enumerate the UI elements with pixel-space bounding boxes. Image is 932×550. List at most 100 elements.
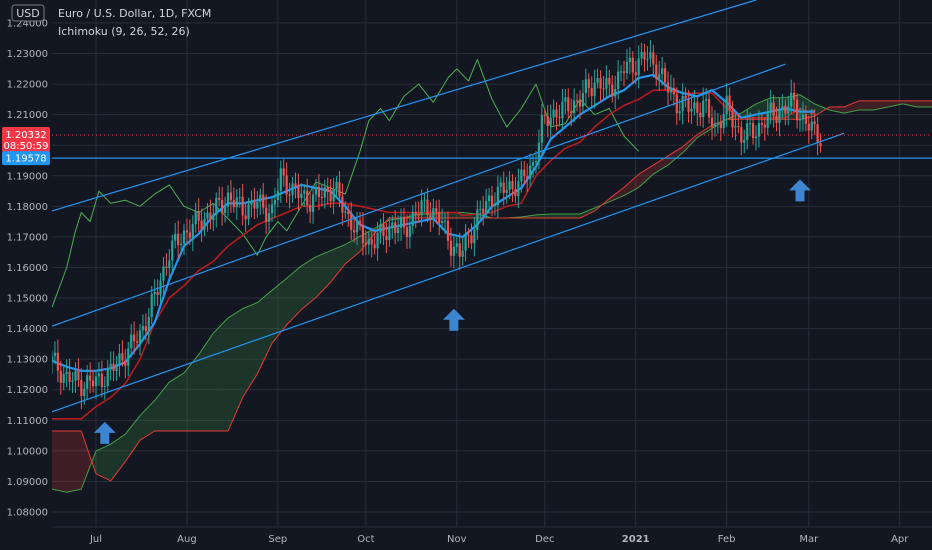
channel-line-lower[interactable] bbox=[51, 132, 845, 413]
cloud-segment bbox=[128, 426, 132, 458]
candle-body bbox=[687, 98, 690, 112]
candle-body bbox=[253, 200, 256, 209]
cloud-segment bbox=[882, 100, 886, 109]
candle-body bbox=[684, 96, 687, 99]
candle-body bbox=[344, 211, 347, 213]
channel-lines[interactable] bbox=[51, 0, 845, 413]
cloud-segment bbox=[307, 260, 311, 305]
candle-body bbox=[200, 220, 203, 230]
candle-body bbox=[291, 183, 294, 196]
candle-body bbox=[197, 210, 200, 221]
candle-body bbox=[89, 375, 92, 381]
candle-body bbox=[303, 190, 306, 194]
price-tick-label: 1.15000 bbox=[7, 294, 48, 305]
cloud-segment bbox=[134, 419, 138, 449]
candle-body bbox=[97, 373, 101, 377]
candle-body bbox=[397, 227, 400, 234]
candle-body bbox=[713, 123, 717, 127]
currency-badge[interactable] bbox=[11, 4, 45, 22]
candle-body bbox=[678, 111, 681, 114]
cloud-segment bbox=[336, 246, 340, 275]
price-tick-label: 1.10000 bbox=[7, 446, 48, 457]
legend: USD Euro / U.S. Dollar, 1D, FXCM Ichimok… bbox=[11, 4, 211, 38]
cloud-segment bbox=[565, 213, 569, 218]
candle-body bbox=[655, 64, 658, 79]
candle-body bbox=[350, 213, 353, 231]
candle-body bbox=[438, 212, 441, 224]
cloud-segment bbox=[257, 300, 261, 374]
candle-body bbox=[543, 114, 546, 117]
candle-body bbox=[370, 239, 373, 245]
candle-body bbox=[394, 222, 397, 234]
cloud-segment bbox=[559, 213, 563, 218]
time-axis[interactable]: Jul Aug Sep Oct Nov Dec 2021 Feb Mar Apr bbox=[0, 526, 932, 550]
time-axis-background bbox=[0, 527, 932, 550]
candle-body bbox=[496, 186, 499, 206]
candle-body bbox=[361, 224, 365, 243]
candle-body bbox=[130, 334, 133, 349]
candle-body bbox=[784, 105, 787, 114]
up-arrow-icon[interactable] bbox=[442, 308, 465, 331]
candle-body bbox=[133, 334, 136, 342]
candle-body bbox=[646, 58, 649, 60]
time-tick-label: Aug bbox=[177, 534, 197, 545]
cloud-segment bbox=[647, 166, 651, 180]
candle-body bbox=[71, 380, 74, 382]
cloud-segment bbox=[272, 287, 275, 344]
candle-body bbox=[285, 175, 288, 195]
candle-body bbox=[168, 260, 171, 269]
cloud-segment bbox=[321, 253, 325, 292]
cloud-segment bbox=[228, 316, 231, 432]
candle-body bbox=[355, 220, 359, 233]
candle-body bbox=[229, 192, 233, 201]
cloud-segment bbox=[453, 212, 457, 218]
candle-body bbox=[608, 77, 611, 85]
cloud-segment bbox=[210, 333, 214, 432]
candle-body bbox=[625, 62, 629, 74]
candle-body bbox=[426, 199, 429, 215]
candle-body bbox=[141, 326, 145, 331]
cloud-segment bbox=[544, 214, 548, 218]
candle-body bbox=[546, 116, 549, 126]
candle-body bbox=[309, 205, 312, 212]
cloud-segment bbox=[192, 358, 196, 432]
candle-body bbox=[179, 243, 183, 246]
annotation-arrows[interactable] bbox=[93, 179, 811, 444]
candle-body bbox=[262, 194, 265, 208]
cloud-segment bbox=[169, 380, 173, 432]
candle-body bbox=[311, 194, 315, 212]
horizontal-level-line[interactable] bbox=[52, 134, 932, 159]
cloud-segment bbox=[562, 213, 566, 218]
cloud-segment bbox=[691, 136, 695, 144]
candle-body bbox=[171, 240, 174, 261]
channel-line-upper[interactable] bbox=[51, 0, 757, 212]
cloud-segment bbox=[66, 431, 70, 493]
candle-body bbox=[816, 124, 819, 143]
up-arrow-icon[interactable] bbox=[93, 421, 116, 444]
cloud-segment bbox=[697, 132, 701, 138]
candle-body bbox=[138, 330, 142, 343]
candle-body bbox=[637, 58, 640, 76]
price-tick-label: 1.16000 bbox=[7, 263, 48, 274]
candle-body bbox=[429, 214, 432, 219]
cloud-segment bbox=[445, 212, 448, 218]
candle-body bbox=[414, 211, 417, 215]
cloud-segment bbox=[245, 306, 249, 393]
price-tick-label: 1.24000 bbox=[7, 18, 48, 29]
cloud-segment bbox=[653, 163, 657, 175]
cloud-segment bbox=[905, 100, 909, 106]
candle-body bbox=[306, 190, 309, 206]
time-tick-label: Mar bbox=[799, 534, 819, 545]
cloud-segment bbox=[239, 308, 243, 405]
up-arrow-icon[interactable] bbox=[789, 179, 811, 202]
candle-body bbox=[388, 226, 391, 241]
cloud-segment bbox=[888, 100, 891, 107]
cloud-segment bbox=[122, 434, 126, 466]
price-tick-label: 1.17000 bbox=[7, 232, 48, 243]
price-axis[interactable]: 1.240001.230001.220001.210001.200001.190… bbox=[0, 0, 52, 550]
cloud-segment bbox=[201, 346, 205, 432]
candle-body bbox=[423, 199, 426, 201]
channel-line-middle[interactable] bbox=[51, 63, 786, 327]
candle-body bbox=[804, 114, 807, 124]
